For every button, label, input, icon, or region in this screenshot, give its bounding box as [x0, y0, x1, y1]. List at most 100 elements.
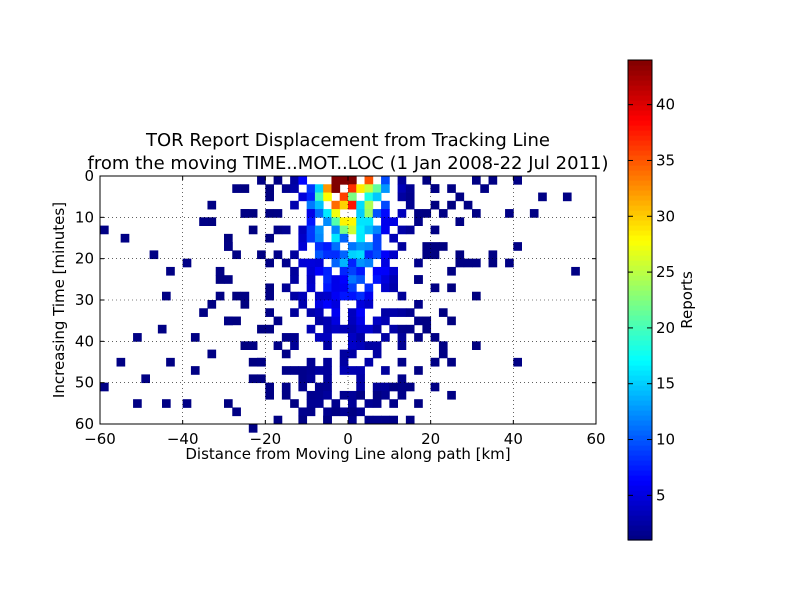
heatmap-cell-outlier: [257, 176, 266, 185]
colorbar-tick-label: 5: [656, 486, 666, 504]
heatmap-cell: [323, 300, 332, 309]
heatmap-cell: [405, 225, 415, 235]
heatmap-cell: [356, 184, 365, 193]
heatmap-cell-outlier: [505, 209, 514, 218]
heatmap-cell: [397, 324, 407, 334]
colorbar-segment: [628, 435, 652, 441]
heatmap-cell: [348, 250, 357, 260]
colorbar-segment: [628, 355, 652, 361]
heatmap-cell: [323, 324, 332, 334]
heatmap-cell: [364, 283, 374, 293]
heatmap-cell: [348, 242, 357, 251]
colorbar-segment: [628, 515, 652, 521]
heatmap-cell: [348, 266, 357, 276]
heatmap-cell: [364, 399, 374, 408]
heatmap-cell: [314, 291, 324, 301]
heatmap-cell: [389, 283, 398, 293]
heatmap-cell: [265, 184, 274, 193]
heatmap-cell: [414, 217, 423, 226]
heatmap-cell-outlier: [488, 250, 498, 260]
colorbar-segment: [628, 450, 652, 456]
heatmap-cell: [323, 275, 332, 284]
colorbar-segment: [628, 395, 652, 401]
heatmap-cell: [331, 283, 341, 293]
heatmap-cell: [414, 316, 423, 326]
heatmap-cell: [331, 275, 341, 284]
heatmap-cell: [356, 366, 365, 375]
heatmap-cell: [348, 184, 357, 193]
colorbar-segment: [628, 510, 652, 516]
heatmap-cell: [323, 250, 332, 260]
heatmap-cell: [339, 407, 349, 417]
heatmap-cell: [298, 374, 308, 384]
axis-ticks: −60 −40 −20 0 20 40 60 0 10 20 30 40 50 60: [75, 167, 606, 448]
colorbar-segment: [628, 110, 652, 116]
heatmap-cell: [314, 233, 324, 243]
heatmap-cell: [273, 250, 283, 260]
heatmap-cell-outlier: [323, 415, 332, 425]
heatmap-cell: [364, 242, 374, 251]
y-tick-label: 60: [75, 415, 94, 433]
heatmap-cell: [257, 324, 266, 334]
heatmap-cell: [331, 316, 341, 326]
heatmap-cell: [372, 324, 382, 334]
heatmap-cell: [290, 200, 299, 210]
heatmap-cell: [290, 250, 299, 260]
heatmap-cell: [414, 333, 423, 342]
heatmap-cell-outlier: [224, 316, 233, 326]
heatmap-cell: [372, 382, 382, 392]
colorbar-segment: [628, 190, 652, 196]
heatmap-cell-outlier: [414, 275, 423, 284]
colorbar-segment: [628, 455, 652, 461]
heatmap-cell: [331, 242, 341, 251]
heatmap-cell: [430, 250, 440, 260]
heatmap-cell: [339, 200, 349, 210]
heatmap-cell: [372, 209, 382, 218]
heatmap-cell: [306, 366, 316, 375]
y-axis-label: Increasing Time [minutes]: [50, 202, 68, 398]
colorbar-segment: [628, 150, 652, 156]
heatmap-cell: [290, 308, 299, 317]
heatmap-cell: [331, 300, 341, 309]
heatmap-cell: [364, 209, 374, 218]
heatmap-cell: [405, 415, 415, 425]
heatmap-cell: [290, 366, 299, 375]
heatmap-cell: [422, 324, 432, 334]
heatmap-cell: [273, 209, 283, 218]
colorbar-segment: [628, 530, 652, 536]
colorbar-segment: [628, 400, 652, 406]
heatmap-cell: [430, 242, 440, 251]
heatmap-cell: [240, 341, 250, 350]
x-tick-label: 20: [421, 430, 440, 448]
heatmap-cell: [372, 399, 382, 408]
heatmap-cell-outlier: [447, 390, 456, 400]
heatmap-cell: [397, 242, 407, 251]
grid-lines: [100, 176, 596, 424]
heatmap-cell: [306, 233, 316, 243]
heatmap-cell-outlier: [472, 258, 481, 268]
heatmap-cell-outlier: [182, 258, 192, 268]
x-axis-label: Distance from Moving Line along path [km…: [185, 445, 510, 463]
heatmap-cell: [281, 258, 291, 268]
heatmap-cell: [273, 341, 283, 350]
heatmap-cell-outlier: [224, 275, 233, 284]
heatmap-cells: [100, 176, 580, 433]
heatmap-cell: [397, 333, 407, 342]
heatmap-cell: [290, 275, 299, 284]
heatmap-cell-outlier: [430, 382, 440, 392]
heatmap-cell: [488, 258, 498, 268]
heatmap-cell: [356, 382, 365, 392]
heatmap-cell: [281, 333, 291, 342]
heatmap-cell-outlier: [190, 366, 200, 375]
heatmap-cell: [281, 225, 291, 235]
heatmap-cell: [298, 233, 308, 243]
heatmap-cell: [389, 324, 398, 334]
colorbar-segment: [628, 300, 652, 306]
heatmap-cell-outlier: [455, 192, 465, 202]
heatmap-cell: [339, 217, 349, 226]
heatmap-cell: [306, 308, 316, 317]
colorbar-segment: [628, 175, 652, 181]
heatmap-cell: [298, 407, 308, 417]
colorbar-segment: [628, 480, 652, 486]
heatmap-cell: [240, 184, 250, 193]
